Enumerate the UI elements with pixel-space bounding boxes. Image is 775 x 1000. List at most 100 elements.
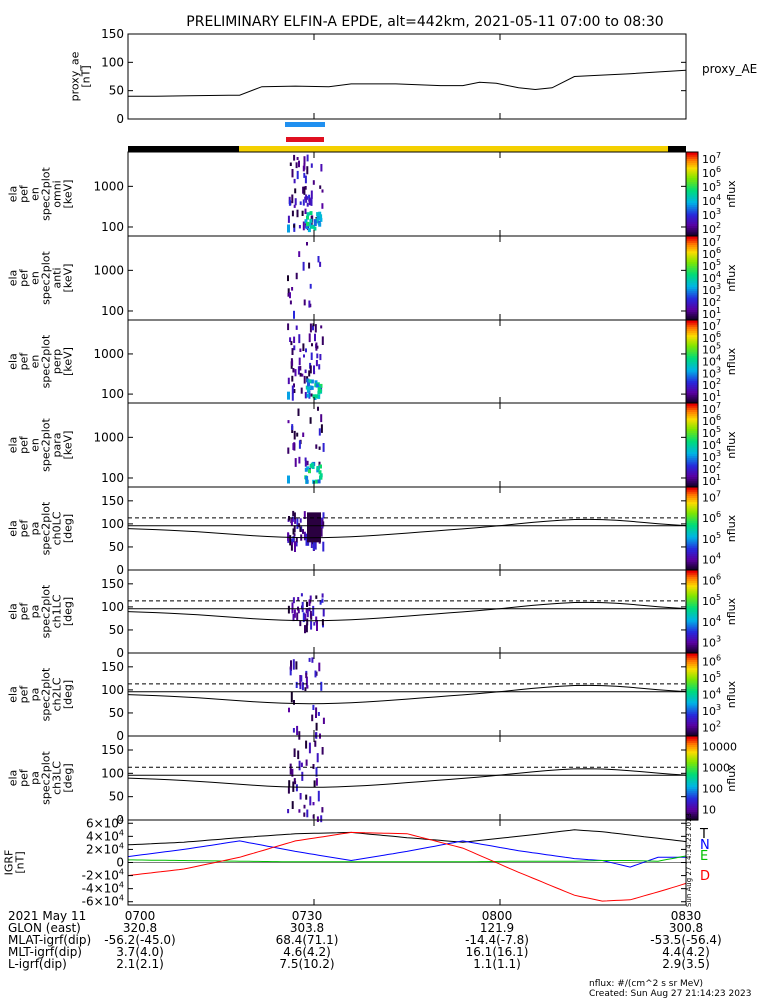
colorbar-tick: 102 bbox=[702, 377, 721, 392]
colorbar-band bbox=[686, 487, 698, 490]
colorbar-band bbox=[686, 648, 698, 652]
ytick-label: 4×104 bbox=[86, 828, 124, 843]
spec-cell bbox=[293, 389, 296, 393]
colorbar-band bbox=[686, 315, 698, 319]
spec-cell bbox=[299, 620, 302, 627]
colorbar-band bbox=[686, 371, 698, 375]
colorbar-band bbox=[686, 721, 698, 725]
colorbar-band bbox=[686, 296, 698, 300]
spec-cell bbox=[289, 535, 292, 546]
footer-cell: 2021 May 11 bbox=[8, 909, 86, 923]
spec-cell bbox=[292, 368, 295, 373]
spec-cell bbox=[318, 364, 321, 370]
spec-cell bbox=[303, 804, 306, 809]
colorbar-band bbox=[686, 796, 698, 800]
colorbar-band bbox=[686, 286, 698, 290]
colorbar-band bbox=[686, 380, 698, 383]
colorbar-band bbox=[686, 541, 698, 544]
spec-cell bbox=[298, 251, 301, 257]
spec-cell bbox=[302, 529, 304, 534]
spec-cell bbox=[289, 300, 292, 305]
colorbar-band bbox=[686, 292, 698, 296]
colorbar-band bbox=[686, 750, 698, 754]
colorbar-band bbox=[686, 495, 698, 498]
colorbar-band bbox=[686, 657, 698, 660]
colorbar-band bbox=[686, 782, 698, 785]
spec-cell bbox=[320, 414, 323, 423]
colorbar-band bbox=[686, 168, 698, 172]
colorbar-band bbox=[686, 642, 698, 646]
spec-cell bbox=[294, 541, 296, 552]
spec-cell bbox=[309, 610, 312, 618]
colorbar-label: nflux bbox=[725, 680, 738, 708]
panel-frame bbox=[127, 151, 687, 237]
proxy-ae-line bbox=[128, 69, 687, 97]
colorbar-band bbox=[686, 801, 698, 804]
spec-cell bbox=[307, 538, 310, 546]
colorbar-band bbox=[686, 305, 698, 308]
spec-cell bbox=[304, 457, 307, 461]
colorbar-band bbox=[686, 309, 698, 313]
colorbar-band bbox=[686, 576, 698, 579]
spec-cell bbox=[305, 194, 308, 203]
colorbar-band bbox=[686, 461, 698, 465]
colorbar-band bbox=[686, 503, 698, 507]
spec-cell bbox=[315, 714, 317, 718]
colorbar-band bbox=[686, 740, 698, 743]
colorbar-tick: 103 bbox=[702, 207, 721, 222]
panel-en_omni: elapefenspec2plotomni[keV]10210310410510… bbox=[7, 151, 738, 237]
spec-cell bbox=[321, 593, 324, 598]
spec-core bbox=[319, 464, 322, 469]
colorbar-band bbox=[686, 786, 698, 790]
colorbar-band bbox=[686, 373, 698, 377]
colorbar-label: nflux bbox=[725, 180, 738, 208]
colorbar-band bbox=[686, 233, 698, 237]
colorbar-band bbox=[686, 655, 698, 658]
spec-cell bbox=[320, 681, 323, 691]
ylabel-pa_ch3: elapefpaspec2plotch3LC[deg] bbox=[7, 751, 75, 805]
ytick-label: 50 bbox=[109, 790, 124, 804]
colorbar-band bbox=[686, 694, 698, 698]
pa-90deg-curve bbox=[127, 518, 687, 539]
colorbar-band bbox=[686, 376, 698, 379]
colorbar-tick: 105 bbox=[702, 531, 721, 546]
colorbar-band bbox=[686, 489, 698, 492]
spec-cell bbox=[310, 621, 313, 630]
colorbar-band bbox=[686, 250, 698, 254]
spec-core bbox=[316, 216, 320, 221]
spec-cell bbox=[303, 163, 306, 170]
colorbar-band bbox=[686, 628, 698, 631]
spec-cell bbox=[292, 528, 295, 535]
footer-cell: -56.2(-45.0) bbox=[104, 933, 175, 947]
colorbar-band bbox=[686, 238, 698, 241]
colorbar-band bbox=[686, 671, 698, 675]
spec-cell bbox=[322, 608, 325, 617]
colorbar-tick: 103 bbox=[702, 282, 721, 297]
ylabel-en_anti: elapefenspec2plotanti[keV] bbox=[7, 251, 75, 305]
spec-cell bbox=[315, 767, 318, 777]
spec-cell bbox=[308, 742, 311, 754]
spec-cell bbox=[293, 224, 296, 228]
colorbar-band bbox=[686, 580, 698, 584]
spec-cell bbox=[291, 287, 294, 291]
colorbar-band bbox=[686, 411, 698, 415]
spec-cell bbox=[299, 682, 302, 690]
spec-cell bbox=[293, 383, 295, 388]
colorbar-tick: 105 bbox=[702, 179, 721, 194]
spec-core bbox=[319, 475, 322, 480]
colorbar-band bbox=[686, 259, 698, 262]
spec-cell bbox=[298, 357, 301, 366]
colorbar-label: nflux bbox=[725, 514, 738, 542]
spec-cell bbox=[312, 325, 314, 331]
spec-cell bbox=[288, 780, 291, 787]
spec-cell bbox=[306, 460, 309, 466]
spec-cell bbox=[293, 748, 296, 757]
spec-cell bbox=[310, 198, 313, 206]
colorbar-band bbox=[686, 572, 698, 575]
colorbar-band bbox=[686, 775, 698, 779]
spec-cell bbox=[291, 541, 294, 546]
ylabel-igrf: IGRF[nT] bbox=[3, 850, 27, 876]
colorbar-band bbox=[686, 574, 698, 577]
colorbar-band bbox=[686, 204, 698, 208]
footer-cell: 2.1(2.1) bbox=[116, 957, 164, 971]
